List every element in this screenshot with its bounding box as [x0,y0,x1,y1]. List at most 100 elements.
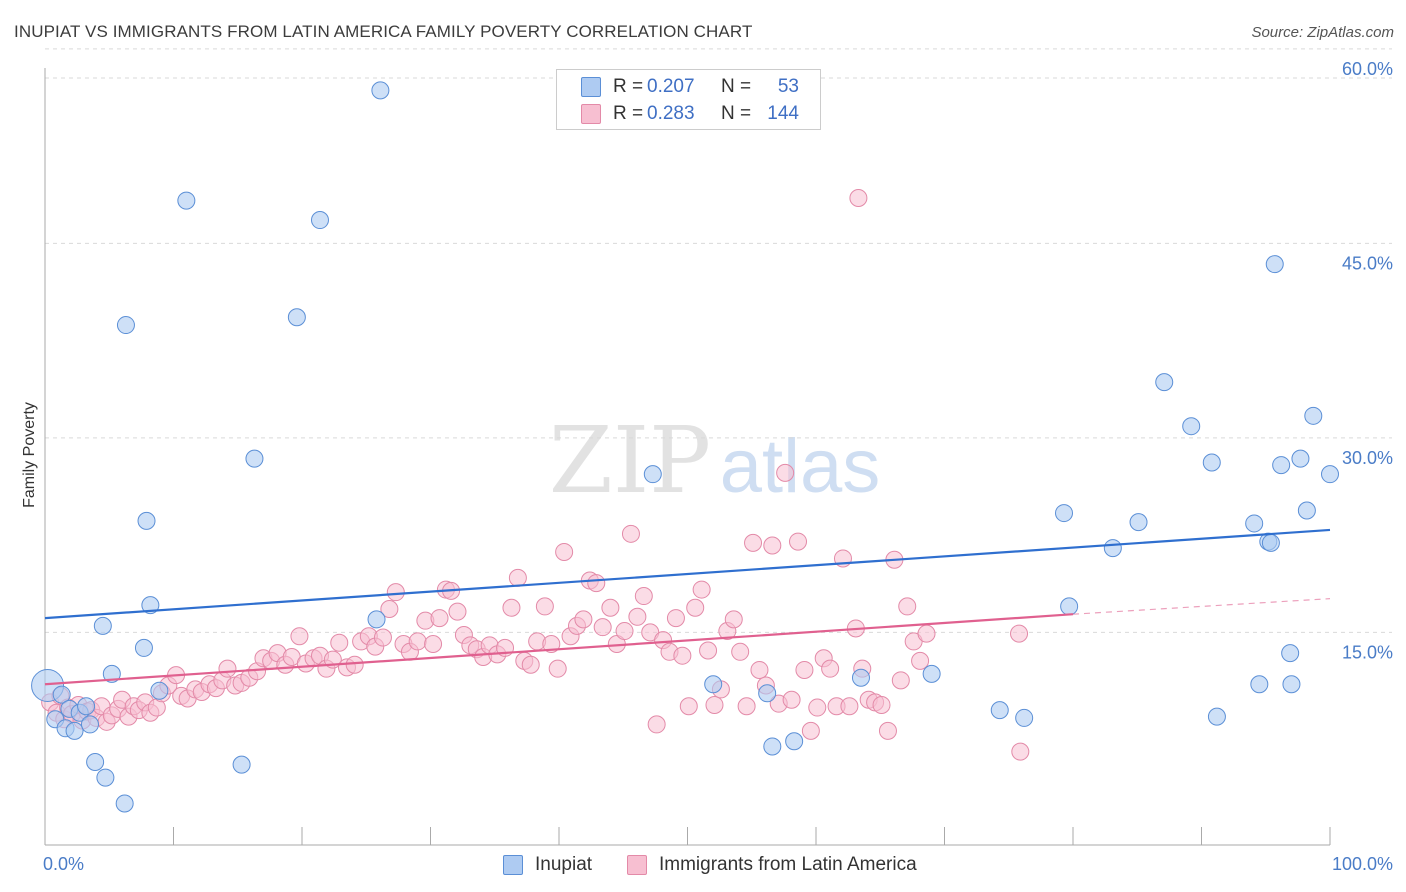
data-point-immigrants [801,721,820,740]
legend-label-immigrants: Immigrants from Latin America [659,854,917,875]
data-point-immigrants [574,610,593,629]
x-tick-label: 0.0% [43,854,84,874]
data-point-inupiat [115,794,134,813]
data-point-immigrants [502,598,521,617]
grid [45,48,1392,633]
data-point-inupiat [1060,597,1079,616]
data-point-immigrants [1010,624,1029,643]
legend-r-value: 0.207 [647,76,695,97]
data-point-immigrants [750,660,769,679]
data-point-immigrants [666,609,685,628]
data-point-immigrants [593,618,612,637]
series-inupiat-points [31,81,1339,813]
data-point-immigrants [424,635,443,654]
legend-item-inupiat: Inupiat [503,854,592,876]
data-point-inupiat [177,191,196,210]
data-point-inupiat [367,610,386,629]
data-point-immigrants [218,659,237,678]
data-point-inupiat [93,616,112,635]
data-point-immigrants [686,598,705,617]
legend-swatch-blue [503,855,523,875]
data-point-inupiat [1129,513,1148,532]
y-tick-label: 45.0% [1342,253,1393,273]
data-point-immigrants [737,697,756,716]
legend-n-value: 144 [767,103,799,124]
legend-n-label: N = [721,103,752,124]
data-point-immigrants [840,697,859,716]
data-point-immigrants [634,587,653,606]
data-point-immigrants [601,598,620,617]
data-point-immigrants [555,542,574,561]
data-point-inupiat [1245,514,1264,533]
data-point-immigrants [380,600,399,619]
data-point-inupiat [1272,456,1291,475]
data-point-inupiat [232,755,251,774]
chart-source: Source: ZipAtlas.com [1251,24,1394,41]
data-point-immigrants [290,627,309,646]
data-point-immigrants [647,715,666,734]
data-point-inupiat [643,465,662,484]
data-point-inupiat [1281,644,1300,663]
data-point-immigrants [898,597,917,616]
data-point-immigrants [448,602,467,621]
watermark: ZIP atlas [549,407,880,514]
data-point-inupiat [141,596,160,615]
data-point-immigrants [724,610,743,629]
legend-n-label: N = [721,76,752,97]
data-point-inupiat [990,701,1009,720]
data-point-inupiat [704,675,723,694]
data-point-inupiat [1207,707,1226,726]
data-point-immigrants [808,698,827,717]
x-tick-label: 100.0% [1332,854,1393,874]
data-point-immigrants [776,463,795,482]
data-point-inupiat [1103,539,1122,558]
data-point-immigrants [373,628,392,647]
data-point-immigrants [679,697,698,716]
data-point-immigrants [699,641,718,660]
data-point-immigrants [621,524,640,543]
trend-line-inupiat [44,528,1331,620]
data-point-immigrants [1011,742,1030,761]
data-point-immigrants [673,646,692,665]
data-point-immigrants [917,624,936,643]
data-point-inupiat [245,449,264,468]
data-point-inupiat [371,81,390,100]
data-point-inupiat [52,685,71,704]
legend-row-inupiat: R = 0.207 N = 53 [581,75,799,99]
y-axis-label: Family Poverty [21,402,38,508]
data-point-inupiat [1265,255,1284,274]
data-point-inupiat [77,697,96,716]
legend-label-inupiat: Inupiat [535,854,593,875]
data-point-inupiat [851,668,870,687]
data-point-immigrants [692,580,711,599]
data-point-inupiat [1304,406,1323,425]
data-point-inupiat [80,715,99,734]
data-point-immigrants [535,597,554,616]
data-point-immigrants [548,659,567,678]
data-point-immigrants [731,642,750,661]
legend-r-label: R = [613,103,644,124]
data-point-immigrants [911,651,930,670]
data-point-immigrants [386,583,405,602]
data-point-immigrants [763,536,782,555]
data-point-inupiat [785,732,804,751]
data-point-immigrants [521,655,540,674]
data-point-inupiat [137,511,156,530]
data-point-inupiat [1055,504,1074,523]
legend-swatch-pink [627,855,647,875]
correlation-legend: R = 0.207 N = 53 R = 0.283 N = 144 [556,69,821,130]
data-point-inupiat [1297,501,1316,520]
data-point-inupiat [134,638,153,657]
data-point-inupiat [758,684,777,703]
data-point-immigrants [345,655,364,674]
data-point-inupiat [1182,417,1201,436]
data-point-immigrants [508,568,527,587]
data-point-immigrants [849,188,868,207]
series-legend: Inupiat Immigrants from Latin America [0,852,1406,878]
data-point-immigrants [872,695,891,714]
data-point-immigrants [615,622,634,641]
data-point-inupiat [1282,675,1301,694]
data-point-inupiat [150,681,169,700]
data-point-inupiat [1321,465,1339,484]
